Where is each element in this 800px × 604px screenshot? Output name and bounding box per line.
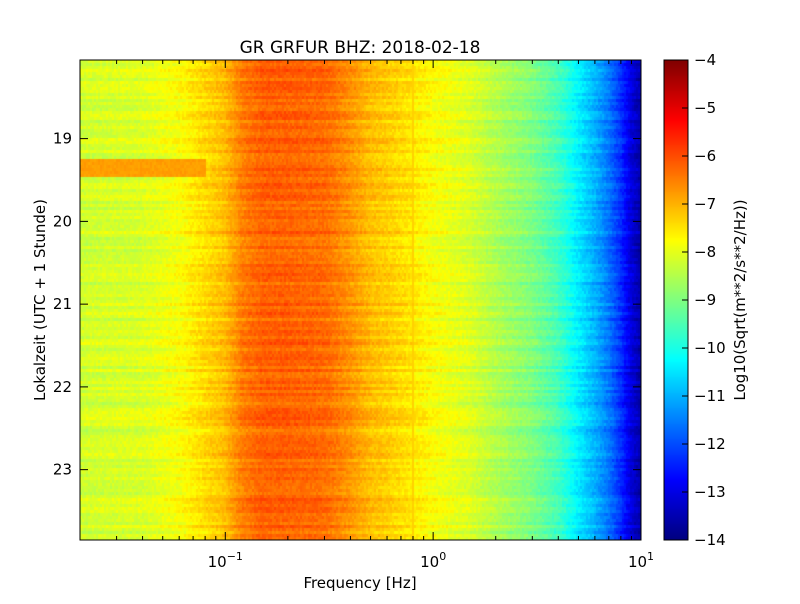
y-tick-label: 21 [53,295,72,313]
x-axis-label: Frequency [Hz] [303,574,416,592]
colorbar-tick-label: −8 [694,243,716,261]
y-tick-label: 20 [53,212,72,230]
y-tick-label: 19 [53,130,72,148]
x-tick-label-exponent: 1 [647,550,654,563]
x-tick-label-base: 10 [628,553,647,571]
colorbar-tick-label: −10 [694,339,726,357]
colorbar-tick-label: −12 [694,435,726,453]
x-tick-label: 101 [628,550,654,571]
x-tick-label-base: 10 [420,553,439,571]
heatmap-area [80,60,641,540]
colorbar-tick-label: −9 [694,291,716,309]
colorbar-label: Log10(Sqrt(m**2/s**2/Hz)) [731,199,749,400]
colorbar-tick-label: −6 [694,147,716,165]
x-axis-ticks: 10−1 100 101 [79,60,654,571]
x-tick-label-base: 10 [208,553,227,571]
chart-title: GR GRFUR BHZ: 2018-02-18 [240,38,481,58]
x-tick-label-exponent: −1 [227,550,243,563]
colorbar-tick-label: −14 [694,531,726,549]
colorbar-ticks: −4 −5 −6 −7 −8 −9 −10 −11 −12 −13 −14 [682,51,726,549]
colorbar-tick-label: −7 [694,195,716,213]
x-tick-label: 100 [420,550,446,571]
colorbar-tick-label: −13 [694,483,726,501]
y-tick-label: 23 [53,461,72,479]
x-tick-label-exponent: 0 [439,550,446,563]
colorbar-tick-label: −11 [694,387,726,405]
y-tick-label: 22 [53,378,72,396]
y-axis-label: Lokalzeit (UTC + 1 Stunde) [31,199,49,401]
plot-frame [79,59,642,541]
x-tick-label: 10−1 [208,550,243,571]
colorbar-tick-label: −5 [694,99,716,117]
y-axis-ticks: 19 20 21 22 23 [53,130,641,479]
colorbar-tick-label: −4 [694,51,716,69]
heatmap-canvas [80,60,641,540]
